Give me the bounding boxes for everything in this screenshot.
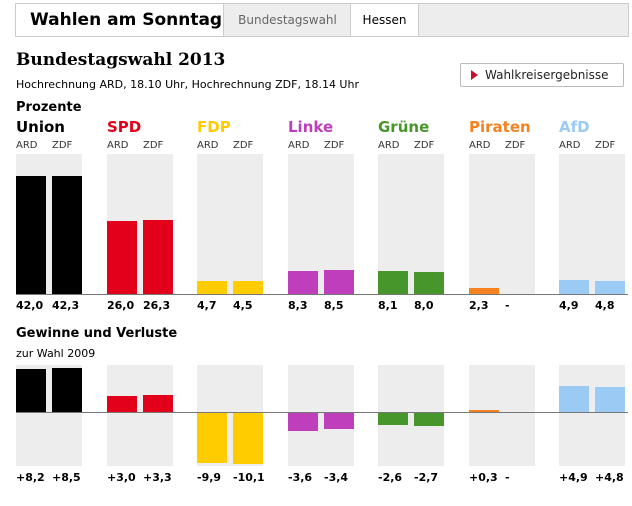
section-subtitle-gewinne: zur Wahl 2009 xyxy=(16,347,96,360)
value-gewinne-spd-zdf: +3,3 xyxy=(143,471,172,484)
column-bg-prozente-fdp xyxy=(197,154,263,294)
value-gewinne-afd-ard: +4,9 xyxy=(559,471,588,484)
bar-gewinne-grüne-zdf xyxy=(414,412,444,426)
value-prozente-piraten-zdf: - xyxy=(505,299,510,312)
value-prozente-fdp-ard: 4,7 xyxy=(197,299,217,312)
section-heading-prozente: Prozente xyxy=(16,100,82,115)
value-gewinne-grüne-ard: -2,6 xyxy=(378,471,403,484)
value-prozente-linke-ard: 8,3 xyxy=(288,299,308,312)
column-bg-gewinne-spd xyxy=(107,365,173,466)
baseline-prozente xyxy=(16,294,628,295)
column-bg-gewinne-afd xyxy=(559,365,625,466)
wahlkreisergebnisse-label: Wahlkreisergebnisse xyxy=(485,68,609,82)
party-name-fdp: FDP xyxy=(197,118,231,136)
bar-prozente-grüne-ard xyxy=(378,271,408,294)
value-prozente-afd-ard: 4,9 xyxy=(559,299,579,312)
bar-gewinne-afd-ard xyxy=(559,386,589,412)
value-gewinne-fdp-ard: -9,9 xyxy=(197,471,222,484)
bar-prozente-grüne-zdf xyxy=(414,272,444,294)
value-prozente-afd-zdf: 4,8 xyxy=(595,299,615,312)
source-label-zdf: ZDF xyxy=(143,140,164,151)
bar-gewinne-linke-ard xyxy=(288,412,318,431)
value-gewinne-union-zdf: +8,5 xyxy=(52,471,81,484)
column-bg-prozente-piraten xyxy=(469,154,535,294)
tab-main-title: Wahlen am Sonntag xyxy=(16,4,224,36)
bar-gewinne-spd-ard xyxy=(107,396,137,412)
bar-prozente-fdp-ard xyxy=(197,281,227,294)
bar-gewinne-union-ard xyxy=(16,369,46,412)
value-gewinne-spd-ard: +3,0 xyxy=(107,471,136,484)
party-name-afd: AfD xyxy=(559,118,590,136)
column-bg-prozente-grüne xyxy=(378,154,444,294)
source-label-ard: ARD xyxy=(16,140,38,151)
page-title: Bundestagswahl 2013 xyxy=(16,50,226,70)
source-label-ard: ARD xyxy=(107,140,129,151)
column-bg-gewinne-piraten xyxy=(469,365,535,466)
bar-prozente-union-zdf xyxy=(52,176,82,294)
value-gewinne-linke-zdf: -3,4 xyxy=(324,471,349,484)
source-label-ard: ARD xyxy=(288,140,310,151)
value-gewinne-piraten-zdf: - xyxy=(505,471,510,484)
bar-prozente-union-ard xyxy=(16,176,46,294)
value-gewinne-fdp-zdf: -10,1 xyxy=(233,471,265,484)
source-label-zdf: ZDF xyxy=(595,140,616,151)
value-prozente-piraten-ard: 2,3 xyxy=(469,299,489,312)
party-name-union: Union xyxy=(16,118,65,136)
bar-gewinne-piraten-ard xyxy=(469,410,499,412)
value-prozente-linke-zdf: 8,5 xyxy=(324,299,344,312)
bar-prozente-spd-zdf xyxy=(143,220,173,294)
value-gewinne-grüne-zdf: -2,7 xyxy=(414,471,439,484)
source-label-ard: ARD xyxy=(469,140,491,151)
party-name-spd: SPD xyxy=(107,118,142,136)
source-label-zdf: ZDF xyxy=(52,140,73,151)
tab-bundestagswahl[interactable]: Bundestagswahl xyxy=(225,4,351,36)
tab-bar: Wahlen am Sonntag Bundestagswahl Hessen xyxy=(15,3,629,37)
bar-prozente-piraten-ard xyxy=(469,288,499,294)
party-name-piraten: Piraten xyxy=(469,118,531,136)
tab-hessen[interactable]: Hessen xyxy=(351,4,419,36)
source-label-ard: ARD xyxy=(559,140,581,151)
value-prozente-fdp-zdf: 4,5 xyxy=(233,299,253,312)
value-prozente-union-zdf: 42,3 xyxy=(52,299,80,312)
wahlkreisergebnisse-button[interactable]: Wahlkreisergebnisse xyxy=(460,63,624,87)
party-name-linke: Linke xyxy=(288,118,334,136)
value-gewinne-afd-zdf: +4,8 xyxy=(595,471,624,484)
value-gewinne-linke-ard: -3,6 xyxy=(288,471,313,484)
source-label-zdf: ZDF xyxy=(505,140,526,151)
column-bg-prozente-afd xyxy=(559,154,625,294)
value-prozente-grüne-ard: 8,1 xyxy=(378,299,398,312)
party-name-grüne: Grüne xyxy=(378,118,430,136)
bar-gewinne-fdp-ard xyxy=(197,412,227,463)
bar-prozente-afd-ard xyxy=(559,280,589,294)
bar-prozente-linke-zdf xyxy=(324,270,354,294)
source-label-zdf: ZDF xyxy=(233,140,254,151)
bar-gewinne-grüne-ard xyxy=(378,412,408,425)
bar-gewinne-fdp-zdf xyxy=(233,412,263,464)
bar-gewinne-spd-zdf xyxy=(143,395,173,412)
bar-prozente-spd-ard xyxy=(107,221,137,294)
page-subtitle: Hochrechnung ARD, 18.10 Uhr, Hochrechnun… xyxy=(16,78,359,91)
source-label-zdf: ZDF xyxy=(414,140,435,151)
play-arrow-icon xyxy=(471,70,478,80)
bar-prozente-linke-ard xyxy=(288,271,318,294)
value-prozente-grüne-zdf: 8,0 xyxy=(414,299,434,312)
bar-gewinne-union-zdf xyxy=(52,368,82,412)
bar-gewinne-afd-zdf xyxy=(595,387,625,412)
source-label-ard: ARD xyxy=(197,140,219,151)
value-prozente-spd-ard: 26,0 xyxy=(107,299,135,312)
value-prozente-union-ard: 42,0 xyxy=(16,299,44,312)
bar-prozente-afd-zdf xyxy=(595,281,625,294)
zero-line-gewinne xyxy=(16,412,628,413)
bar-gewinne-linke-zdf xyxy=(324,412,354,429)
value-prozente-spd-zdf: 26,3 xyxy=(143,299,171,312)
value-gewinne-union-ard: +8,2 xyxy=(16,471,45,484)
bar-prozente-fdp-zdf xyxy=(233,281,263,294)
source-label-ard: ARD xyxy=(378,140,400,151)
source-label-zdf: ZDF xyxy=(324,140,345,151)
section-heading-gewinne: Gewinne und Verluste xyxy=(16,326,178,341)
value-gewinne-piraten-ard: +0,3 xyxy=(469,471,498,484)
